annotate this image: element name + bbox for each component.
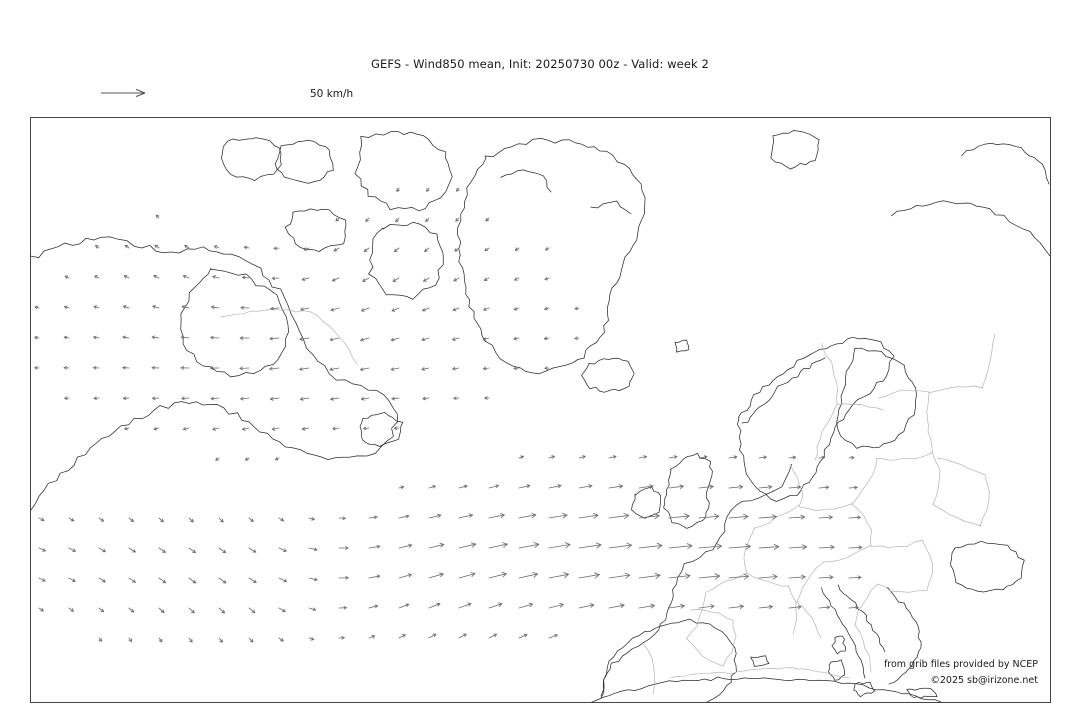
map-canvas[interactable] [31,118,1050,702]
coastline-layer [31,130,1050,702]
page-title: GEFS - Wind850 mean, Init: 20250730 00z … [371,57,709,71]
map-panel[interactable]: from grib files provided by NCEP ©2025 s… [30,117,1051,703]
credit-copyright: ©2025 sb@irizone.net [930,675,1038,686]
wind-vector-layer [34,187,863,643]
reference-wind-arrow [101,88,146,98]
credit-source: from grib files provided by NCEP [883,659,1038,670]
reference-arrow-label: 50 km/h [310,88,354,100]
political-border-layer [220,309,996,695]
